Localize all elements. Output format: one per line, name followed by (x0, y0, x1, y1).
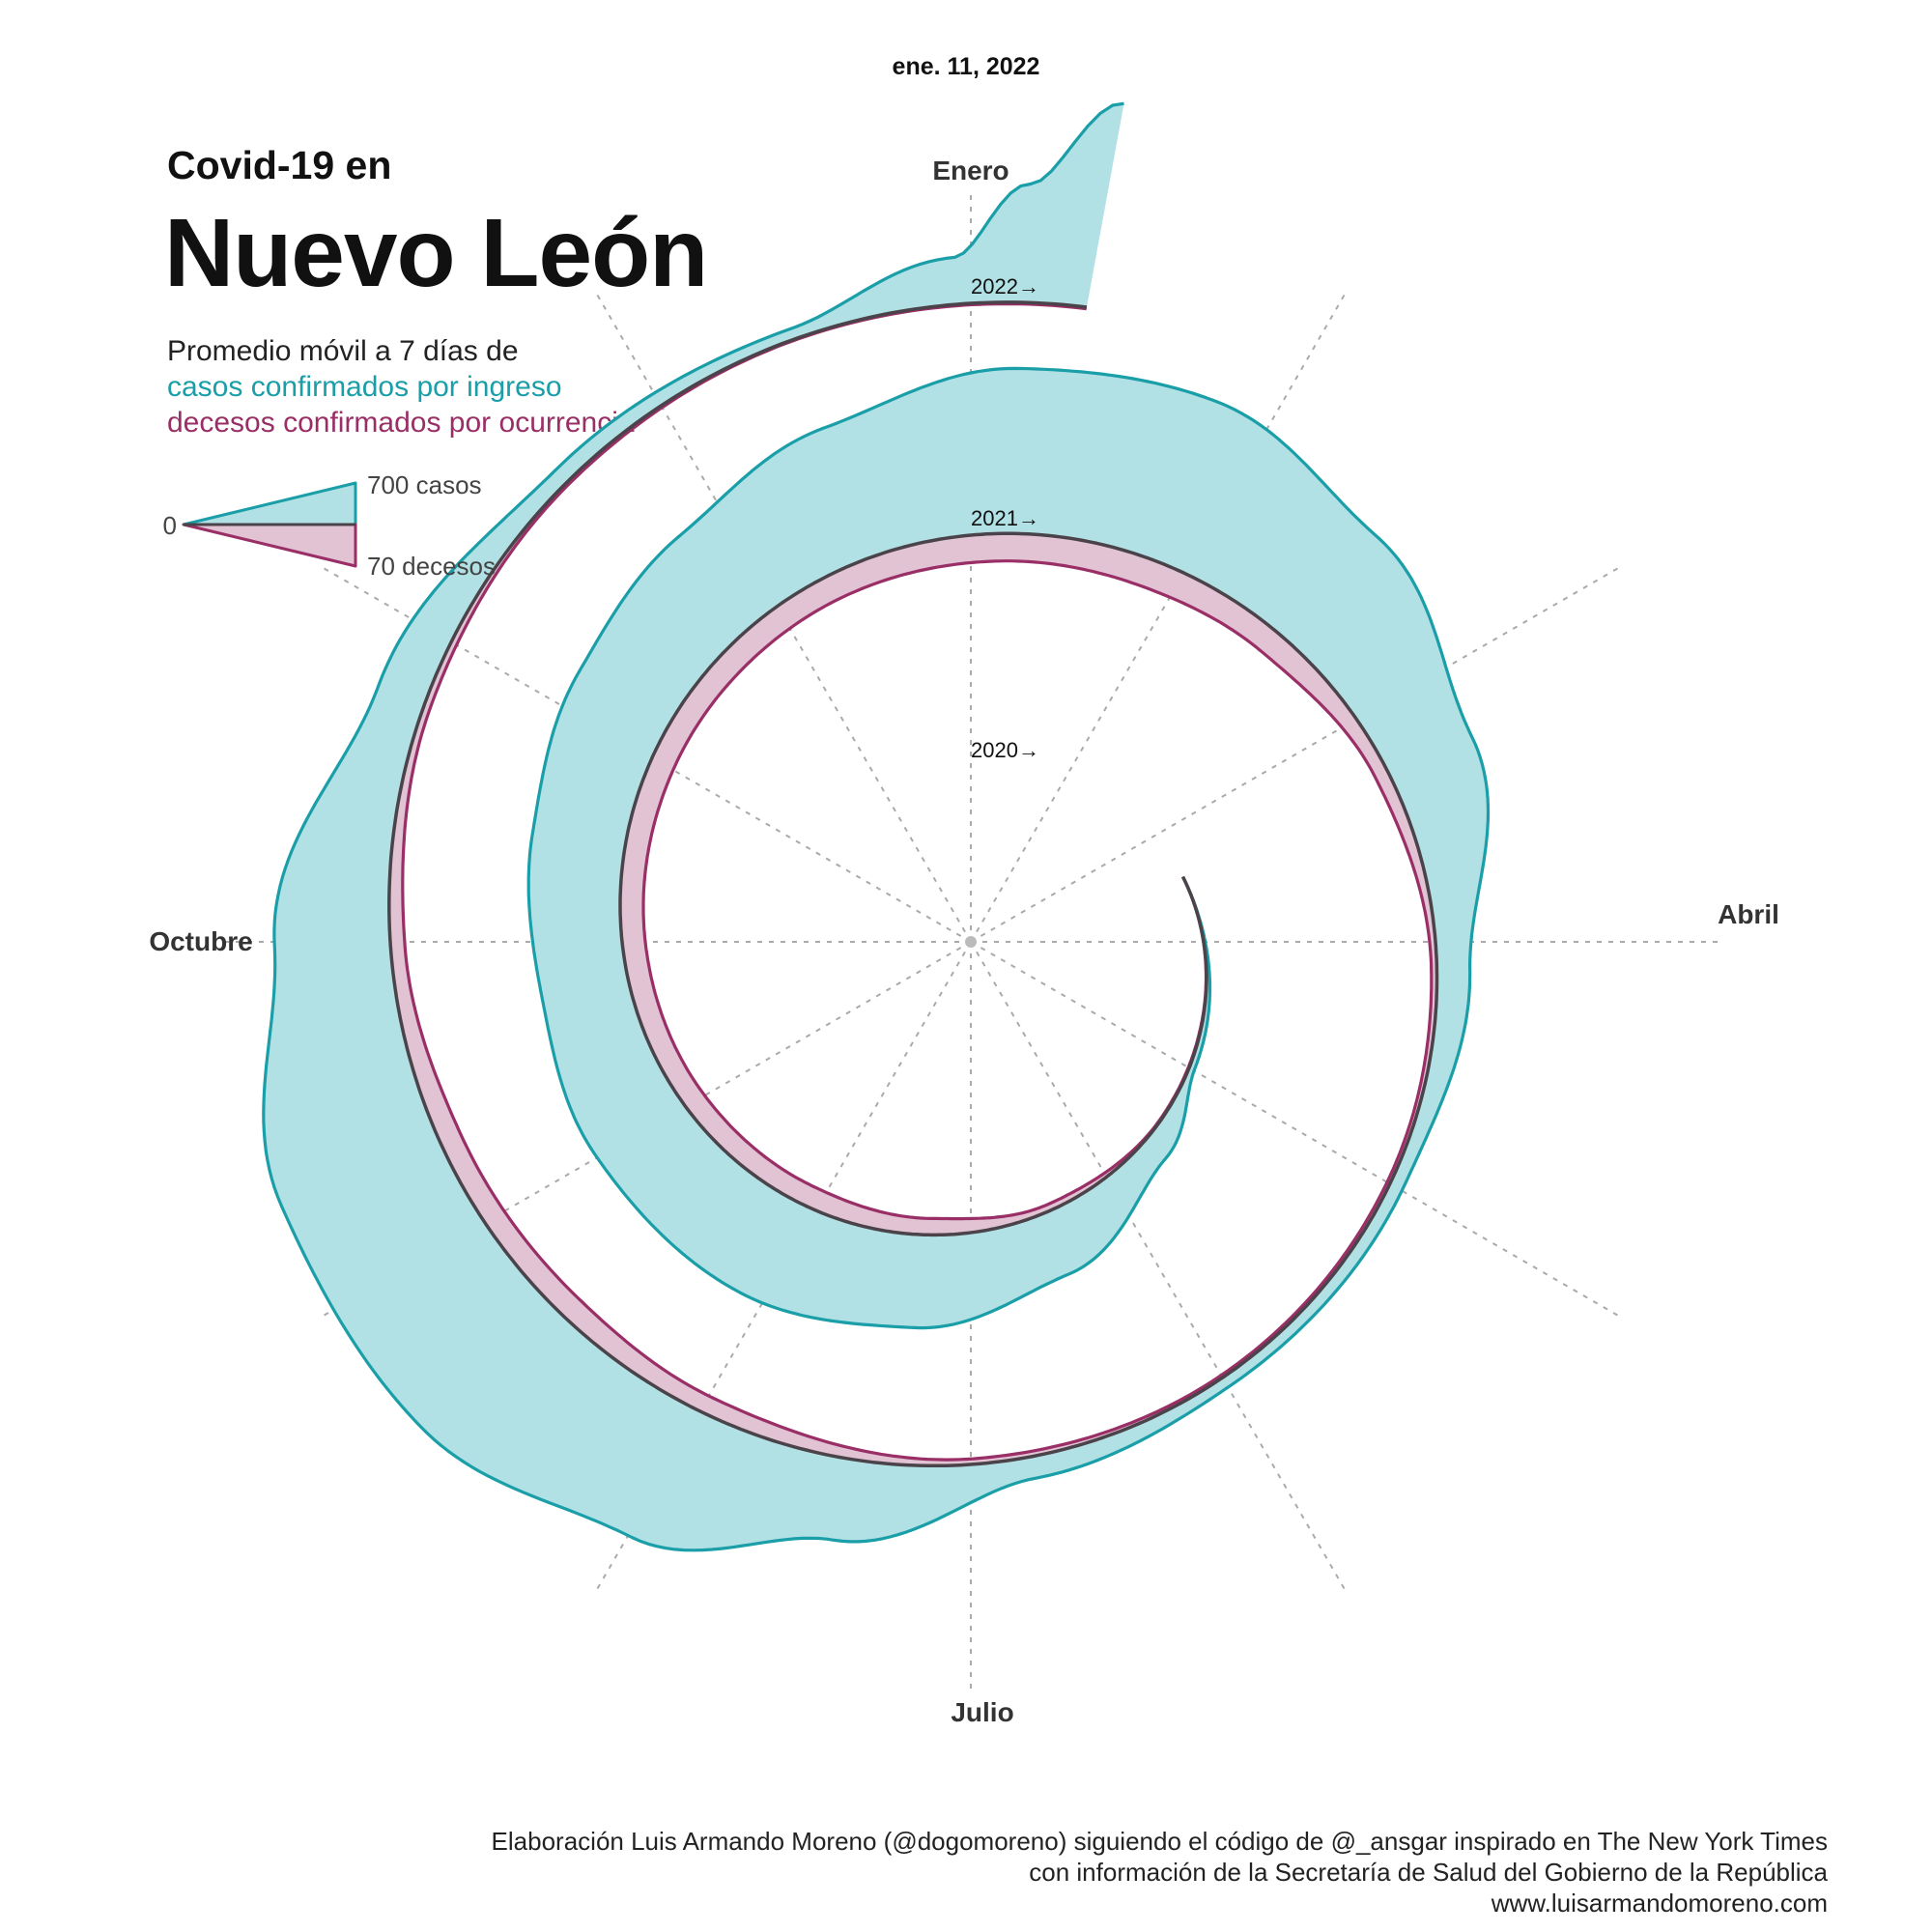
title-prefix: Covid-19 en (167, 143, 392, 187)
deaths-series (388, 301, 1437, 1466)
center-dot (965, 936, 977, 948)
subtitle: Promedio móvil a 7 días de casos confirm… (167, 333, 635, 440)
legend-zero-label: 0 (163, 511, 177, 540)
baseline-spiral (387, 300, 1439, 1468)
credits-line-1: Elaboración Luis Armando Moreno (@dogomo… (491, 1827, 1828, 1856)
credits-line-3: www.luisarmandomoreno.com (1491, 1889, 1828, 1918)
cases-series-line (262, 101, 1491, 1552)
credits: Elaboración Luis Armando Moreno (@dogomo… (492, 1826, 1828, 1918)
subtitle-cases: casos confirmados por ingreso (167, 371, 562, 403)
grid-spoke (970, 941, 1349, 1595)
series-layer (262, 101, 1491, 1552)
legend-deaths-label: 70 decesos (367, 552, 496, 581)
subtitle-line: Promedio móvil a 7 días de (167, 335, 519, 367)
grid-spoke (970, 941, 1624, 1320)
month-label: Abril (1718, 899, 1779, 929)
legend-deaths-wedge (182, 523, 357, 568)
legend-cases-label: 700 casos (367, 470, 482, 499)
month-label: Julio (951, 1697, 1013, 1727)
subtitle-deaths: decesos confirmados por ocurrencia (167, 407, 635, 439)
year-label: 2022→ (971, 274, 1039, 298)
month-label: Enero (932, 156, 1009, 185)
year-label: 2020→ (971, 738, 1039, 762)
chart-date: ene. 11, 2022 (892, 53, 1040, 80)
cases-series (263, 103, 1489, 1550)
page-title: Nuevo León (164, 199, 708, 307)
year-label: 2021→ (971, 506, 1039, 530)
month-label: Octubre (149, 926, 252, 956)
label-layer: Enero Abril Julio Octubre 2020→ 2021→ 2022→ (149, 156, 1779, 1727)
credits-line-2: con información de la Secretaría de Salu… (1029, 1858, 1828, 1887)
legend-cases-wedge (182, 481, 357, 526)
deaths-series-line (401, 301, 1434, 1462)
grid-spoke (970, 564, 1624, 943)
grid-spoke (970, 289, 1349, 943)
legend: 0 700 casos 70 decesos (163, 470, 496, 581)
